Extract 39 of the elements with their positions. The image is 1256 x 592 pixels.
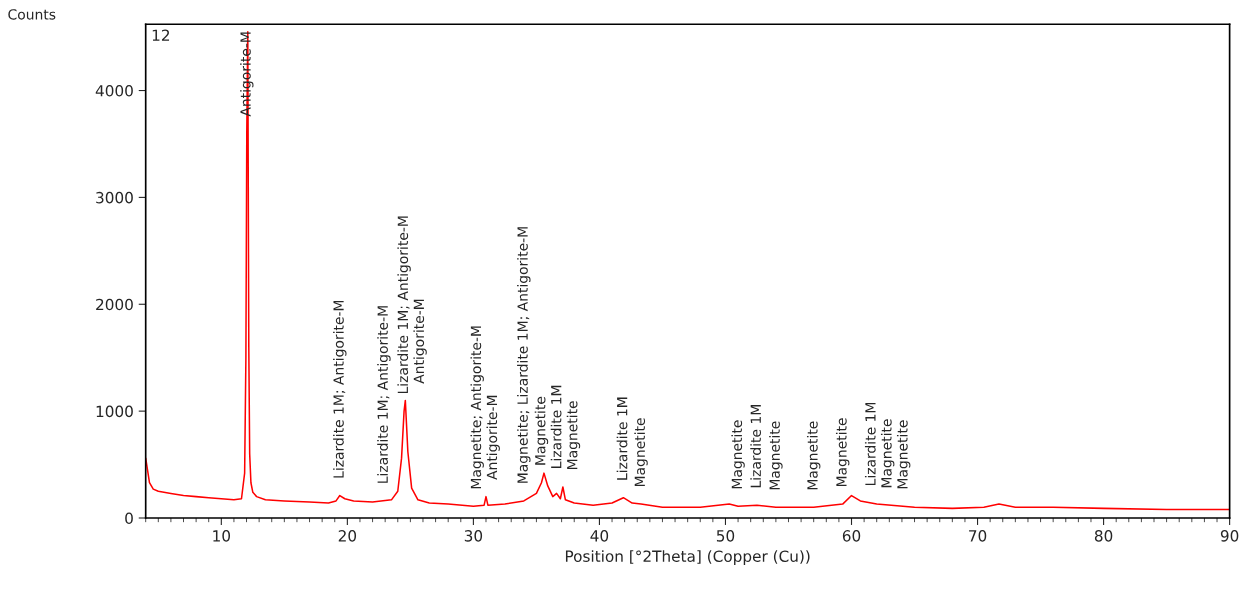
annotation: Antigorite-M xyxy=(486,395,500,480)
x-tick-label: 80 xyxy=(1094,530,1113,542)
annotation: Lizardite 1M; Antigorite-M xyxy=(377,306,391,483)
x-tick-label: 50 xyxy=(716,530,735,542)
annotation: Magnetite xyxy=(566,401,581,469)
y-tick-label: 4000 xyxy=(95,85,133,97)
annotation: Antigorite-M xyxy=(413,299,427,384)
annotation: Magnetite xyxy=(634,418,648,487)
x-axis-title: Position [°2Theta] (Copper (Cu)) xyxy=(565,550,810,565)
y-tick-label: 2000 xyxy=(96,298,133,311)
annotation: Lizardite 1M xyxy=(616,397,628,480)
annotation: Lizardite 1M; Antigorite-M xyxy=(333,300,347,478)
annotation: Lizardite 1M xyxy=(550,385,562,468)
annotation: Magnetite xyxy=(880,419,895,488)
annotation: Magnetite; Lizardite 1M; Antigorite-M xyxy=(517,227,531,483)
annotation: Magnetite; Antigorite-M xyxy=(470,326,484,489)
x-tick-label: 90 xyxy=(1220,530,1239,542)
x-tick-label: 20 xyxy=(338,530,357,542)
annotation: Antigorite-M xyxy=(240,32,254,117)
annotation: Magnetite xyxy=(896,420,911,489)
x-tick-label: 40 xyxy=(590,530,609,542)
annotation: Magnetite xyxy=(806,421,821,490)
annotation: Lizardite 1M xyxy=(864,402,876,486)
annotation: 12 xyxy=(152,29,170,41)
annotation: Lizardite 1M; Antigorite-M xyxy=(397,216,411,394)
annotation: Magnetite xyxy=(731,420,745,489)
x-tick-label: 70 xyxy=(969,530,987,542)
line-series xyxy=(145,30,1230,511)
x-tick-label: 10 xyxy=(213,530,231,542)
annotation: Magnetite xyxy=(769,421,783,490)
annotation: Magnetite xyxy=(835,418,850,487)
y-axis-title: Counts xyxy=(8,9,56,20)
y-tick-label: 3000 xyxy=(96,191,133,204)
annotation: Lizardite 1M xyxy=(750,405,762,488)
y-tick-label: 0 xyxy=(125,512,133,525)
y-tick-label: 1000 xyxy=(96,405,133,418)
annotation: Magnetite xyxy=(534,396,549,465)
x-tick-label: 60 xyxy=(842,530,861,542)
x-tick-label: 30 xyxy=(464,530,483,542)
